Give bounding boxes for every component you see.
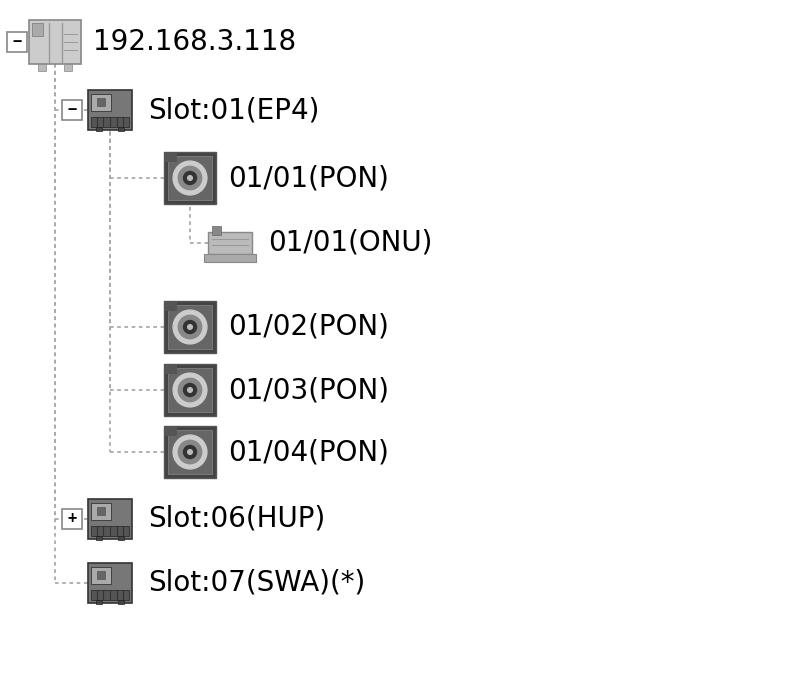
Bar <box>95 535 103 540</box>
Bar <box>91 526 129 535</box>
Circle shape <box>183 383 196 396</box>
Bar <box>29 20 81 64</box>
Bar <box>164 152 216 204</box>
Circle shape <box>173 161 207 195</box>
Circle shape <box>187 325 192 329</box>
Text: 01/01(PON): 01/01(PON) <box>228 164 388 192</box>
Bar <box>97 571 104 578</box>
Bar <box>7 32 27 52</box>
Bar <box>204 254 256 262</box>
Circle shape <box>179 378 202 402</box>
Bar <box>95 599 103 604</box>
Circle shape <box>187 450 192 454</box>
Bar <box>91 566 111 584</box>
Text: −: − <box>67 103 77 117</box>
Bar <box>97 507 104 514</box>
Bar <box>31 22 43 36</box>
Bar <box>164 426 177 437</box>
Bar <box>91 502 111 520</box>
Text: 01/02(PON): 01/02(PON) <box>228 313 388 341</box>
Bar <box>164 364 177 375</box>
Bar <box>88 90 132 130</box>
Bar <box>62 509 82 529</box>
Circle shape <box>183 171 196 184</box>
Bar <box>88 563 132 603</box>
Bar <box>91 117 129 126</box>
Bar <box>164 364 216 416</box>
Bar <box>91 94 111 111</box>
Circle shape <box>183 321 196 333</box>
Text: +: + <box>67 512 77 526</box>
Circle shape <box>173 310 207 344</box>
Bar <box>168 430 212 474</box>
Bar <box>95 126 103 131</box>
Bar <box>168 305 212 349</box>
Circle shape <box>173 373 207 407</box>
Text: 01/01(ONU): 01/01(ONU) <box>268 229 433 257</box>
Circle shape <box>179 166 202 190</box>
Bar <box>164 301 177 311</box>
Bar <box>164 152 177 163</box>
Text: 01/04(PON): 01/04(PON) <box>228 438 388 466</box>
Bar <box>168 368 212 412</box>
Text: Slot:07(SWA)(*): Slot:07(SWA)(*) <box>148 569 365 597</box>
Text: 192.168.3.118: 192.168.3.118 <box>93 28 296 56</box>
Bar <box>164 301 216 353</box>
Bar <box>64 64 72 71</box>
Bar <box>168 156 212 200</box>
Circle shape <box>187 176 192 180</box>
Bar <box>38 64 46 71</box>
Circle shape <box>183 446 196 458</box>
Bar <box>212 226 221 235</box>
Bar <box>118 599 124 604</box>
Bar <box>97 98 104 105</box>
Bar <box>164 426 216 478</box>
Circle shape <box>187 387 192 392</box>
Circle shape <box>179 315 202 339</box>
Text: Slot:01(EP4): Slot:01(EP4) <box>148 96 320 124</box>
Text: Slot:06(HUP): Slot:06(HUP) <box>148 505 325 533</box>
Circle shape <box>179 440 202 464</box>
Bar <box>118 126 124 131</box>
Circle shape <box>173 435 207 469</box>
Bar <box>62 100 82 120</box>
Bar <box>208 232 252 254</box>
Bar <box>118 535 124 540</box>
Text: −: − <box>13 34 22 49</box>
Bar <box>88 500 132 539</box>
Bar <box>91 589 129 599</box>
Text: 01/03(PON): 01/03(PON) <box>228 376 389 404</box>
